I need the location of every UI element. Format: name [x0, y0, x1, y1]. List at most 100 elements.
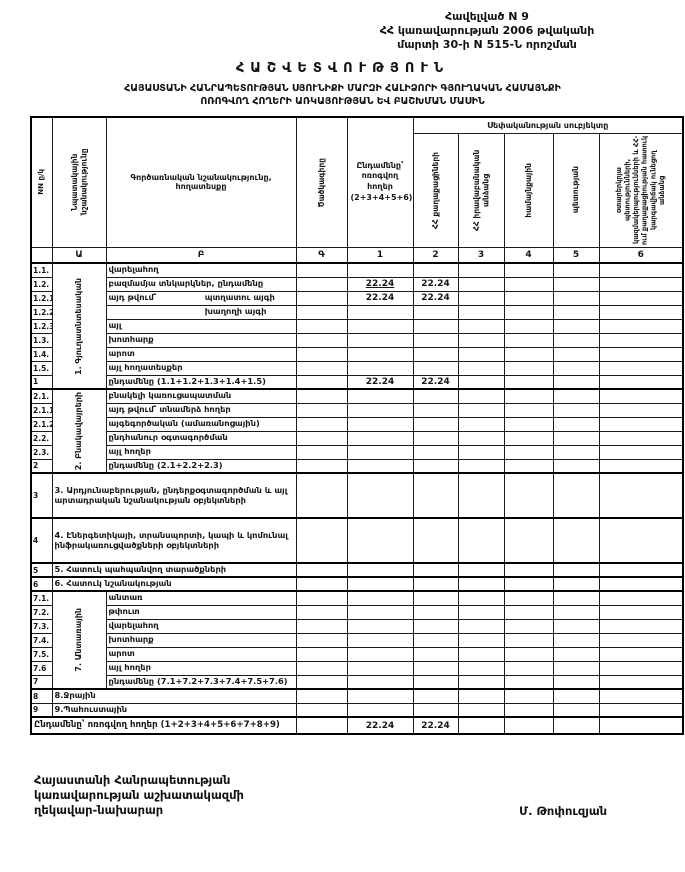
- cell-citizens: [412, 618, 459, 634]
- cell-foreign: [598, 517, 684, 564]
- row-label: այդ թվում՝ պտղատու այգի: [105, 290, 297, 306]
- signatory-position: Հայաստանի Հանրապետության կառավարության ա…: [34, 773, 244, 818]
- table-body: 1.1. 1. Գյուղատնտեսական վարելահող 1.2. բազմա…: [30, 262, 684, 735]
- cell-community: [503, 458, 554, 474]
- cell-code: [295, 304, 348, 320]
- column-group-ownership: Սեփականության սուբյեկտը: [412, 116, 684, 134]
- table-row: 2.1.1. այդ թվում՝ տնամերձ հողեր: [30, 402, 684, 418]
- row-number: 2.3.: [30, 444, 53, 460]
- cell-state: [552, 590, 600, 606]
- cell-legal-entities: [457, 674, 505, 690]
- table-row: 1.2.2. խաղողի այգի: [30, 304, 684, 320]
- column-header-state: պետության: [552, 132, 600, 248]
- cell-legal-entities: [457, 332, 505, 348]
- cell-community: [503, 618, 554, 634]
- cell-citizens: 22.24: [412, 276, 459, 292]
- cell-total-irrigated: [346, 604, 414, 620]
- table-total-row: Ընդամենը՝ ոռոգվող հողեր (1+2+3+4+5+6+7+8…: [30, 716, 684, 735]
- subtitle-line: ՈՌՈԳՎՈՂ ՀՈՂԵՐԻ ԱՌԿԱՅՈՒԹՅԱՆ ԵՎ ԲԱՇԽՄԱՆ ՄԱ…: [200, 96, 485, 107]
- row-number: 7.5.: [30, 646, 53, 662]
- cell-foreign: [598, 346, 684, 362]
- cell-community: [503, 262, 554, 278]
- table-row: 1.2.3. այլ: [30, 318, 684, 334]
- cell-legal-entities: [457, 346, 505, 362]
- row-label: բազմամյա տնկարկներ, ընդամենը: [105, 276, 297, 292]
- signatory-name: Մ. Թոփուզյան: [519, 804, 607, 818]
- cell-legal-entities: [457, 632, 505, 648]
- cell-code: [295, 374, 348, 390]
- cell-citizens: [412, 646, 459, 662]
- row-label: այլ հողեր: [105, 444, 297, 460]
- cell-code: [295, 604, 348, 620]
- cell-foreign: [598, 304, 684, 320]
- table-row: 7 ընդամենը (7.1+7.2+7.3+7.4+7.5+7.6): [30, 674, 684, 690]
- row-number: 2.2.: [30, 430, 53, 446]
- table-row: 2.3. այլ հողեր: [30, 444, 684, 460]
- section-label: 2. Բնակավայրերի: [51, 388, 107, 474]
- letter-cell: Բ: [105, 246, 297, 264]
- cell-code: [295, 444, 348, 460]
- cell-state: [552, 562, 600, 578]
- cell-state: [552, 702, 600, 718]
- cell-community: [503, 562, 554, 578]
- table-row: 7.4. խոտհարք: [30, 632, 684, 648]
- cell-state: [552, 458, 600, 474]
- cell-code: [295, 618, 348, 634]
- cell-state: [552, 360, 600, 376]
- row-number: 1.2.3.: [30, 318, 53, 334]
- cell-code: [295, 402, 348, 418]
- cell-total-irrigated: 22.24: [346, 290, 414, 306]
- letter-cell: 4: [503, 246, 554, 264]
- cell-community: [503, 517, 554, 564]
- subtitle-line: ՀԱՅԱՍՏԱՆԻ ՀԱՆՐԱՊԵՏՈՒԹՅԱՆ ՍՅՈՒՆԻՔԻ ՄԱՐԶԻ …: [124, 83, 561, 94]
- cell-legal-entities: [457, 374, 505, 390]
- row-label: 8.Ջրային: [51, 688, 297, 704]
- row-label: խոտհարք: [105, 632, 297, 648]
- cell-legal-entities: [457, 688, 505, 704]
- cell-foreign: [598, 402, 684, 418]
- column-header-community: համայնքային: [503, 132, 554, 248]
- cell-foreign: [598, 430, 684, 446]
- row-label: վարելահող: [105, 262, 297, 278]
- column-header-functional: Գործառնական նշանակությունը, հողատեսքը: [105, 116, 297, 248]
- row-number: 5: [30, 562, 53, 578]
- row-number: 1.4.: [30, 346, 53, 362]
- cell-code: [295, 360, 348, 376]
- row-number: 7.4.: [30, 632, 53, 648]
- cell-total-irrigated: [346, 660, 414, 676]
- cell-legal-entities: [457, 517, 505, 564]
- row-label: արոտ: [105, 346, 297, 362]
- cell-legal-entities: [457, 262, 505, 278]
- cell-code: [295, 562, 348, 578]
- cell-state: [552, 262, 600, 278]
- page-title: ՀԱՇՎԵՏՎՈՒԹՅՈՒՆ: [235, 61, 450, 76]
- cell-state: [552, 632, 600, 648]
- cell-legal-entities: [457, 590, 505, 606]
- row-number: 7.6: [30, 660, 53, 676]
- row-label: թփուտ: [105, 604, 297, 620]
- row-number: 1.2.: [30, 276, 53, 292]
- cell-legal-entities: [457, 304, 505, 320]
- cell-citizens: [412, 388, 459, 404]
- table-row: 1.3. խոտհարք: [30, 332, 684, 348]
- cell-state: [552, 674, 600, 690]
- cell-foreign: [598, 276, 684, 292]
- cell-state: [552, 304, 600, 320]
- cell-citizens: [412, 674, 459, 690]
- row-label: 4. Էներգետիկայի, տրանսպորտի, կապի և կոմո…: [51, 517, 297, 564]
- cell-citizens: 22.24: [412, 290, 459, 306]
- cell-total-irrigated: [346, 458, 414, 474]
- cell-total-irrigated: [346, 444, 414, 460]
- row-label: այլ հողեր: [105, 660, 297, 676]
- cell-foreign: [598, 332, 684, 348]
- column-header-purpose: Նպատակային նշանակությունը: [51, 116, 107, 248]
- cell-legal-entities: [457, 402, 505, 418]
- cell-legal-entities: [457, 430, 505, 446]
- cell-legal-entities: [457, 318, 505, 334]
- row-label: 6. Հատուկ նշանակության: [51, 576, 297, 592]
- cell-citizens: [412, 517, 459, 564]
- cell-community: [503, 276, 554, 292]
- cell-community: [503, 702, 554, 718]
- land-report-table: NN ը/կ Նպատակային նշանակությունը Գործառն…: [30, 116, 685, 735]
